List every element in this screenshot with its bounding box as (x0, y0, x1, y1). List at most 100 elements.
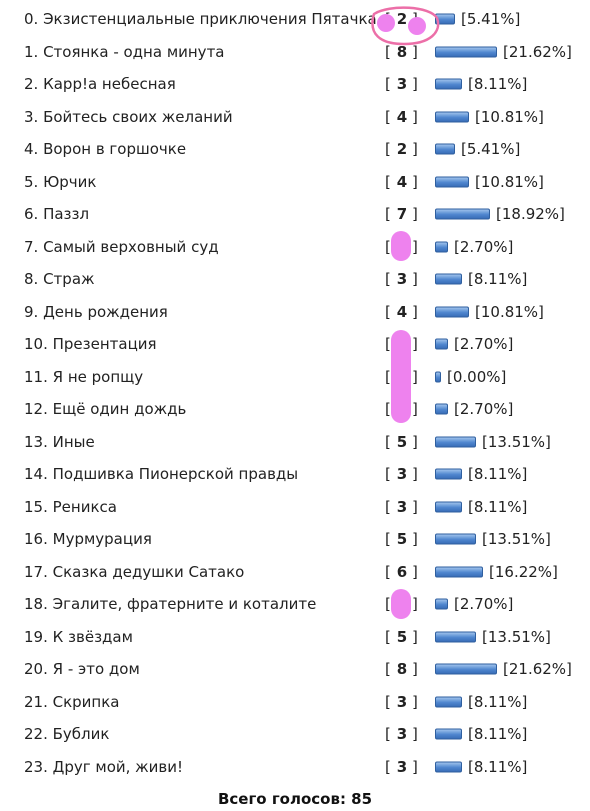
vote-count: 3 (396, 725, 408, 744)
bracket: ] (412, 107, 418, 126)
vote-bar (435, 13, 455, 25)
vote-count: 3 (396, 497, 408, 516)
bracket: ] (412, 205, 418, 224)
percent: [2.70%] (454, 595, 514, 614)
option-label: 0. Экзистенциальные приключения Пятачка (24, 10, 377, 28)
bracket: [ (385, 627, 391, 646)
percent: [13.51%] (482, 530, 551, 549)
option-label: 17. Сказка дедушки Сатако (24, 562, 245, 581)
option-label: 16. Мурмурация (24, 530, 152, 549)
vote-bar (435, 566, 483, 578)
bracket: ] (412, 75, 418, 94)
option-label: 7. Самый верховный суд (24, 237, 219, 256)
option-label: 4. Ворон в горшочке (24, 140, 187, 159)
percent: [0.00%] (447, 367, 507, 386)
bracket: [ (385, 42, 391, 61)
vote-count: 5 (396, 530, 408, 549)
bracket: ] (412, 530, 418, 549)
percent: [10.81%] (475, 302, 544, 321)
option-label: 23. Друг мой, живи! (24, 757, 184, 776)
vote-count: 5 (396, 627, 408, 646)
bracket: ] (412, 335, 418, 354)
percent: [8.11%] (468, 692, 528, 711)
percent: [8.11%] (468, 757, 528, 776)
vote-count: 3 (396, 465, 408, 484)
bracket: [ (385, 107, 391, 126)
vote-bar (435, 208, 490, 220)
option-label: 20. Я - это дом (24, 660, 140, 679)
vote-count: 3 (396, 757, 408, 776)
vote-bar (435, 728, 462, 740)
bracket: ] (412, 270, 418, 289)
percent: [10.81%] (475, 107, 544, 126)
vote-count: 8 (396, 660, 408, 679)
vote-bar (435, 533, 476, 545)
option-label: 13. Иные (24, 432, 95, 451)
bracket: [ (385, 725, 391, 744)
vote-count: 1 (396, 237, 408, 256)
percent: [8.11%] (468, 270, 528, 289)
bracket: [ (385, 692, 391, 711)
option-label: 3. Бойтесь своих желаний (24, 107, 233, 126)
vote-count: 3 (396, 692, 408, 711)
vote-count: 8 (396, 42, 408, 61)
option-label: 5. Юрчик (24, 172, 97, 191)
percent: [10.81%] (475, 172, 544, 191)
bracket: [ (385, 335, 391, 354)
bracket: [ (385, 757, 391, 776)
bracket: [ (385, 497, 391, 516)
bracket: ] (412, 725, 418, 744)
bracket: ] (412, 302, 418, 321)
option-label: 14. Подшивка Пионерской правды (24, 465, 299, 484)
option-label: 22. Бублик (24, 725, 110, 744)
bracket: [ (385, 302, 391, 321)
option-label: 19. К звёздам (24, 627, 133, 646)
bracket: ] (412, 237, 418, 256)
percent: [21.62%] (503, 660, 572, 679)
bracket: [ (385, 75, 391, 94)
bracket: ] (412, 757, 418, 776)
vote-count: 7 (396, 205, 408, 224)
total-value: 85 (351, 790, 373, 808)
vote-count: 4 (396, 302, 408, 321)
option-label: 12. Ещё один дождь (24, 400, 187, 419)
vote-bar (435, 338, 448, 350)
bracket: ] (412, 400, 418, 419)
percent: [18.92%] (496, 205, 565, 224)
percent: [13.51%] (482, 432, 551, 451)
bracket: ] (412, 660, 418, 679)
bracket: ] (412, 172, 418, 191)
bracket: [ (385, 172, 391, 191)
vote-count: 1 (396, 335, 408, 354)
bracket: [ (385, 562, 391, 581)
bracket: [ (385, 465, 391, 484)
percent: [21.62%] (503, 42, 572, 61)
vote-count: 1 (396, 400, 408, 419)
vote-bar (435, 696, 462, 708)
bracket: [ (385, 530, 391, 549)
bracket: [ (385, 237, 391, 256)
vote-bar (435, 241, 448, 253)
vote-count: 4 (396, 172, 408, 191)
percent: [8.11%] (468, 497, 528, 516)
bracket: [ (385, 270, 391, 289)
bracket: ] (412, 692, 418, 711)
bracket: [ (385, 205, 391, 224)
bracket: ] (412, 42, 418, 61)
option-label: 10. Презентация (24, 335, 157, 354)
percent: [2.70%] (454, 237, 514, 256)
percent: [5.41%] (461, 10, 521, 28)
vote-bar (435, 468, 462, 480)
vote-bar (435, 273, 462, 285)
percent: [2.70%] (454, 335, 514, 354)
bracket: ] (412, 432, 418, 451)
vote-count: 1 (396, 595, 408, 614)
vote-bar (435, 631, 476, 643)
vote-count: 0 (396, 367, 408, 386)
bracket: [ (385, 660, 391, 679)
option-label: 6. Паззл (24, 205, 90, 224)
percent: [2.70%] (454, 400, 514, 419)
percent: [13.51%] (482, 627, 551, 646)
bracket: [ (385, 367, 391, 386)
